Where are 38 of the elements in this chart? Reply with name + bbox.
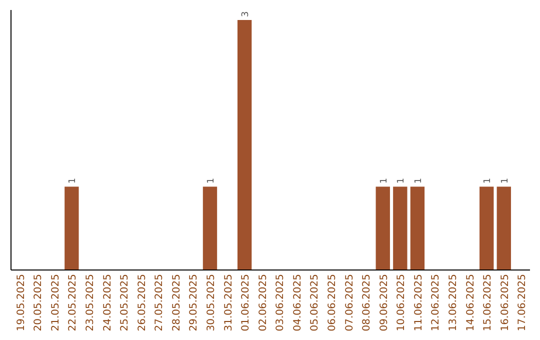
x-tick-label: 04.06.2025	[292, 274, 304, 332]
x-tick-label: 16.06.2025	[500, 274, 511, 332]
x-tick-label: 17.06.2025	[517, 274, 528, 332]
x-tick-label: 23.05.2025	[84, 274, 96, 332]
x-tick-label: 05.06.2025	[310, 274, 321, 332]
data-label: 1	[396, 178, 407, 184]
x-tick-label: 15.06.2025	[482, 274, 494, 332]
x-tick-label: 24.05.2025	[102, 274, 114, 332]
x-tick-label: 29.05.2025	[188, 274, 200, 332]
x-tick-label: 30.05.2025	[206, 274, 217, 332]
x-tick-label: 27.05.2025	[154, 274, 166, 332]
data-label: 1	[379, 178, 390, 184]
x-tick-label: 10.06.2025	[396, 274, 408, 332]
x-tick-label: 28.05.2025	[171, 274, 182, 332]
x-tick-label: 08.06.2025	[362, 274, 373, 332]
x-tick-label: 09.06.2025	[378, 274, 390, 332]
x-tick-label: 19.05.2025	[16, 274, 27, 332]
x-tick-label: 20.05.2025	[33, 274, 44, 332]
x-tick-label: 25.05.2025	[120, 274, 131, 332]
x-tick-label: 22.05.2025	[68, 274, 79, 332]
x-tick-label: 02.06.2025	[258, 274, 269, 332]
data-label: 1	[206, 178, 216, 184]
x-tick-label: 06.06.2025	[327, 274, 338, 332]
x-tick-label: 14.06.2025	[465, 274, 476, 332]
x-tick-label: 21.05.2025	[50, 274, 62, 332]
x-tick-label: 12.06.2025	[430, 274, 442, 332]
x-tick-label: 11.06.2025	[413, 274, 424, 332]
data-label: 1	[500, 178, 510, 184]
data-label: 3	[241, 11, 252, 17]
x-tick-label: 13.06.2025	[448, 274, 460, 332]
x-tick-label: 01.06.2025	[240, 274, 252, 332]
x-tick-label: 03.06.2025	[275, 274, 286, 332]
x-tick-label: 07.06.2025	[344, 274, 356, 332]
data-label: 1	[414, 178, 424, 184]
x-tick-label: 26.05.2025	[136, 274, 148, 332]
data-label: 1	[483, 178, 494, 184]
x-tick-label: 31.05.2025	[223, 274, 234, 332]
data-label: 1	[68, 178, 78, 184]
